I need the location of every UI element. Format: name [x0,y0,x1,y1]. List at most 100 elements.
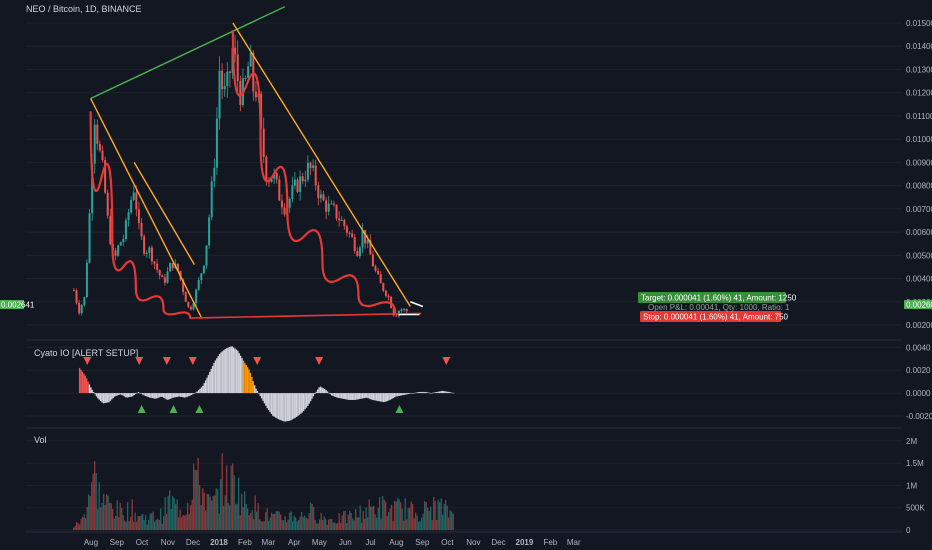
volume-bar [277,510,279,530]
volume-bar [323,516,325,530]
histogram-bar [125,393,127,398]
candle-body [226,71,229,87]
histogram-bar [448,392,450,394]
histogram-bar [256,391,259,394]
volume-bar [296,521,298,530]
histogram-bar [363,393,365,399]
price-pane[interactable]: NEO / Bitcoin, 1D, BINANCE 0.015000 0.014… [0,4,932,330]
histogram-bar [133,393,135,396]
candle-body [169,263,172,272]
candle-body [148,247,151,253]
histogram-bar [318,387,320,394]
volume-bar [295,517,297,530]
candle-body [104,160,107,193]
indicator-pane[interactable]: Cyato IO [ALERT SETUP] 0.0040 0.0020 0.000… [26,343,932,422]
candle-body [234,47,237,55]
volume-bar [94,461,96,530]
volume-bar [407,508,409,530]
candle-body [377,270,380,275]
time-tick-label: Dec [491,538,505,547]
volume-bar [394,501,396,530]
histogram-bar [364,393,366,398]
price-tick-label: 0.010000 [906,135,932,144]
volume-bar [368,499,370,530]
histogram-bar [351,393,354,400]
histogram-bar [78,367,81,394]
histogram-bar [330,393,333,396]
histogram-bar [120,393,123,395]
histogram-bar [434,392,436,394]
histogram-bar [137,392,140,394]
volume-bar [322,520,324,530]
trade-box[interactable]: Target: 0.000041 (1.60%) 41, Amount: 125… [0,292,932,322]
volume-bar [439,502,441,530]
histogram-bar [349,393,351,400]
volume-bar [287,519,289,530]
volume-bar [157,518,159,530]
candle-body [98,143,101,151]
volume-bar [350,512,352,530]
volume-axis: 2M 1.5M 1M 500K 0 [906,437,925,535]
indicator-tick-label: 0.0040 [906,343,931,352]
price-tick-label: 0.005000 [906,251,932,260]
volume-bar [259,519,261,530]
volume-bar [134,512,136,530]
candle-body [135,192,138,210]
candle-body [210,181,213,218]
volume-bar [341,515,343,530]
volume-bar [388,511,390,530]
histogram-bar [270,393,273,414]
volume-bar [365,507,367,530]
candle-body [119,242,122,246]
volume-bar [251,510,253,530]
volume-pane[interactable]: Vol 2M 1.5M 1M 500K 0 [26,435,925,535]
volume-bar [127,502,129,530]
histogram-bar [360,393,362,399]
volume-bar [97,508,99,530]
histogram-bar [90,387,92,394]
histogram-bar [189,393,191,396]
time-tick-label: Sep [110,538,125,547]
price-candles [72,35,408,318]
histogram-bar [245,365,247,394]
histogram-bar [384,393,386,403]
histogram-bar [130,393,133,397]
histogram-bar [193,393,196,394]
candle-body [93,124,96,164]
volume-bar [433,497,435,530]
volume-bar [260,521,262,530]
histogram-bar [246,367,249,394]
candle-body [405,309,408,312]
price-tick-label: 0.007000 [906,205,932,214]
candle-body [161,275,164,278]
histogram-bar [389,393,392,400]
volume-bar [424,501,426,530]
histogram-bar [266,393,268,409]
histogram-bar [200,387,203,394]
time-tick-label: Oct [441,538,454,547]
histogram-bar [235,349,238,394]
volume-bar [271,512,273,530]
histogram-bar [98,393,100,400]
buy-alert-marker [395,405,404,413]
price-tick-label: 0.009000 [906,158,932,167]
volume-bar [415,512,417,530]
histogram-bar [223,350,225,394]
sell-alert-marker [442,357,451,365]
histogram-bar [295,393,298,417]
candle-body [395,315,398,317]
volume-bar [217,489,219,530]
volume-bar [218,513,220,530]
histogram-bar [405,393,407,395]
volume-bar [253,519,255,530]
time-tick-label: Feb [543,538,557,547]
volume-bar [343,511,345,530]
volume-bar [202,488,204,530]
time-axis[interactable]: Aug Sep Oct Nov Dec 2018 Feb Mar Apr May Jun Jul Aug… [84,538,581,547]
volume-bar [410,501,412,530]
histogram-bar [438,391,441,394]
candle-body [283,207,286,215]
candle-body [400,309,403,311]
volume-tick-label: 500K [906,504,925,513]
